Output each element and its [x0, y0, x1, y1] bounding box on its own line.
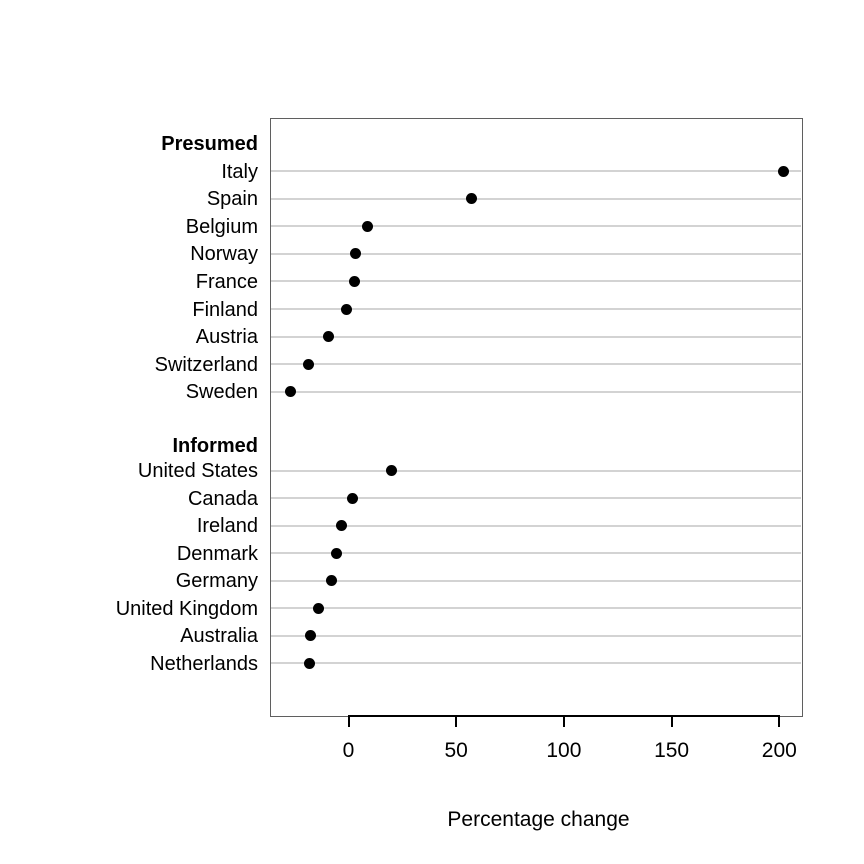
x-tick: [778, 717, 781, 727]
data-point-dot: [325, 575, 337, 587]
row-label-united-kingdom: United Kingdom: [115, 597, 258, 620]
x-axis-title: Percentage change: [447, 808, 630, 831]
x-tick-label: 50: [444, 739, 468, 762]
data-point-dot: [349, 275, 361, 287]
gridline: [271, 552, 801, 555]
gridline: [271, 469, 801, 472]
gridline: [271, 225, 801, 228]
x-tick: [562, 717, 565, 727]
x-tick-label: 100: [546, 739, 582, 762]
gridline: [271, 252, 801, 255]
row-label-germany: Germany: [175, 570, 258, 593]
gridline: [271, 280, 801, 283]
group-label-presumed: Presumed: [161, 133, 258, 156]
row-label-austria: Austria: [195, 326, 258, 349]
data-point-dot: [313, 602, 325, 614]
data-point-dot: [331, 547, 343, 559]
row-label-france: France: [195, 270, 258, 293]
x-tick-label: 0: [342, 739, 355, 762]
data-point-dot: [349, 248, 361, 260]
gridline: [271, 363, 801, 366]
gridline: [271, 497, 801, 500]
x-tick-label: 200: [761, 739, 797, 762]
row-label-norway: Norway: [190, 243, 258, 266]
gridline: [271, 524, 801, 527]
gridline: [271, 634, 801, 637]
row-label-finland: Finland: [192, 298, 258, 321]
data-point-dot: [304, 657, 316, 669]
data-point-dot: [361, 220, 373, 232]
gridline: [271, 197, 801, 200]
data-point-dot: [341, 303, 353, 315]
x-axis-line: [347, 715, 781, 717]
data-point-dot: [322, 331, 334, 343]
row-label-united-states: United States: [137, 460, 258, 483]
row-label-australia: Australia: [180, 625, 258, 648]
row-label-netherlands: Netherlands: [150, 652, 258, 675]
data-point-dot: [336, 520, 348, 532]
x-tick: [455, 717, 458, 727]
gridline: [271, 335, 801, 338]
gridline: [271, 662, 801, 665]
row-label-italy: Italy: [221, 160, 258, 183]
x-tick-label: 150: [654, 739, 690, 762]
row-label-denmark: Denmark: [176, 542, 258, 565]
data-point-dot: [777, 165, 789, 177]
row-label-sweden: Sweden: [185, 381, 258, 404]
row-label-spain: Spain: [206, 188, 258, 211]
x-tick: [347, 717, 350, 727]
data-point-dot: [386, 465, 397, 477]
group-label-informed: Informed: [172, 435, 258, 458]
data-point-dot: [305, 630, 317, 642]
data-point-dot: [284, 386, 296, 398]
gridline: [271, 390, 801, 393]
data-point-dot: [303, 358, 315, 370]
gridline: [271, 579, 801, 582]
row-label-switzerland: Switzerland: [154, 353, 258, 376]
row-label-canada: Canada: [187, 487, 258, 510]
gridline: [271, 170, 801, 173]
gridline: [271, 607, 801, 610]
x-tick: [670, 717, 673, 727]
gridline: [271, 308, 801, 310]
data-point-dot: [466, 193, 478, 205]
row-label-ireland: Ireland: [196, 515, 258, 538]
data-point-dot: [346, 492, 358, 504]
plot-area: [270, 118, 803, 717]
row-label-belgium: Belgium: [185, 215, 258, 238]
